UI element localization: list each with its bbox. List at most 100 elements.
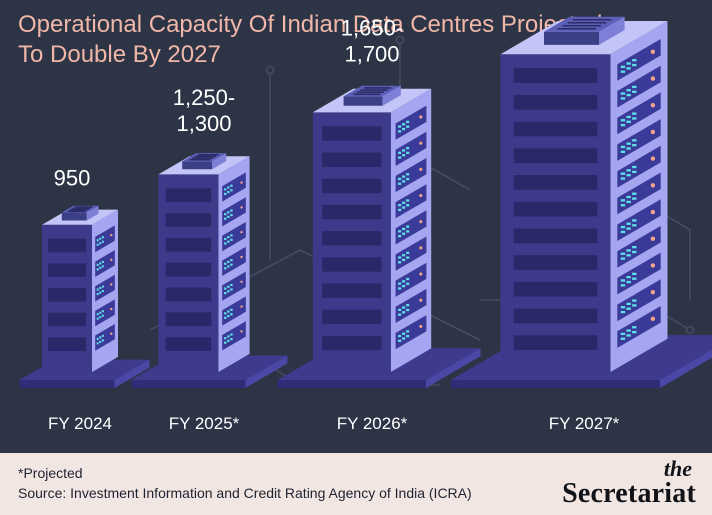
- led-indicator: [402, 254, 406, 257]
- led-indicator: [406, 125, 410, 128]
- led-indicator: [626, 67, 631, 70]
- led-indicator: [99, 311, 102, 314]
- bar-base-side: [425, 348, 481, 388]
- led-indicator: [224, 341, 227, 344]
- led-indicator: [101, 240, 104, 243]
- led-indicator: [230, 209, 233, 212]
- led-indicator: [406, 225, 410, 228]
- led-indicator: [227, 211, 230, 214]
- led-indicator: [398, 130, 402, 133]
- led-indicator: [626, 329, 631, 332]
- rack-slot-front: [513, 148, 598, 164]
- led-indicator: [101, 236, 104, 239]
- led-indicator: [632, 59, 637, 62]
- led-indicator: [632, 165, 637, 169]
- led-indicator: [402, 284, 406, 288]
- led-indicator: [230, 259, 233, 262]
- led-indicator: [406, 199, 410, 202]
- led-indicator: [620, 150, 626, 153]
- led-indicator: [632, 299, 637, 302]
- led-indicator: [620, 65, 626, 68]
- rack-panel-side: [395, 262, 427, 297]
- bar-server-2: 1,250-1,300 FY 2025*: [131, 85, 288, 433]
- led-indicator: [620, 199, 626, 202]
- led-indicator: [227, 310, 230, 313]
- led-indicator: [626, 307, 631, 310]
- chart-panel: Operational Capacity Of Indian Data Cent…: [0, 0, 712, 453]
- led-indicator: [632, 192, 637, 195]
- rack-panel-side: [617, 225, 661, 268]
- vent-front: [61, 212, 87, 221]
- led-indicator: [101, 310, 104, 313]
- title-line-2: To Double By 2027: [18, 41, 221, 68]
- led-indicator: [620, 123, 626, 127]
- led-indicator: [406, 256, 410, 259]
- led-indicator: [626, 195, 631, 199]
- status-dot: [240, 206, 243, 209]
- value-label-2-1: 1,250-: [173, 85, 235, 110]
- category-label-4: FY 2027*: [549, 414, 620, 433]
- brand-logo: the Secretariat: [562, 458, 696, 509]
- vent-side: [382, 85, 401, 106]
- status-dot: [650, 209, 656, 215]
- footer: *Projected Source: Investment Informatio…: [0, 453, 712, 515]
- bar-base-front: [131, 380, 246, 388]
- led-indicator: [402, 201, 406, 204]
- status-dot: [110, 258, 113, 262]
- led-indicator: [632, 112, 637, 115]
- led-indicator: [620, 145, 626, 149]
- status-dot: [419, 272, 423, 276]
- status-dot: [419, 298, 423, 302]
- led-indicator: [96, 268, 99, 271]
- led-indicator: [398, 151, 402, 154]
- led-indicator: [398, 287, 402, 290]
- rack-panel-side: [95, 225, 115, 253]
- led-indicator: [626, 174, 631, 177]
- led-indicator: [230, 288, 233, 291]
- status-dot: [419, 324, 423, 328]
- projected-note: *Projected: [18, 465, 83, 481]
- rack-panel-side: [222, 246, 246, 276]
- status-dot: [650, 316, 656, 322]
- led-indicator: [632, 326, 637, 329]
- rack-panel-side: [395, 131, 427, 166]
- bar-base-front: [451, 380, 660, 388]
- status-dot: [650, 183, 656, 188]
- led-indicator: [227, 335, 230, 338]
- led-indicator: [224, 287, 227, 290]
- rack-panel-side: [617, 199, 661, 241]
- rack-panel-side: [617, 119, 661, 161]
- led-indicator: [96, 337, 99, 340]
- led-indicator: [230, 333, 233, 336]
- led-indicator: [99, 340, 102, 343]
- rack-panel-side: [222, 222, 246, 252]
- rack-panel-side: [395, 315, 427, 350]
- rack-slot-front: [165, 213, 212, 227]
- led-indicator: [99, 286, 102, 290]
- led-indicator: [620, 177, 626, 180]
- rack-panel-side: [395, 288, 427, 323]
- led-indicator: [402, 227, 406, 231]
- rack-panel-side: [95, 299, 115, 327]
- led-indicator: [398, 261, 402, 264]
- led-indicator: [99, 242, 102, 245]
- status-dot: [650, 129, 656, 135]
- led-indicator: [224, 312, 227, 315]
- led-indicator: [96, 239, 99, 242]
- led-indicator: [632, 304, 637, 307]
- rack-slot-front: [513, 201, 598, 217]
- value-label-1-1: 950: [54, 166, 91, 191]
- rack-slot-front: [513, 335, 598, 350]
- led-indicator: [632, 63, 637, 67]
- rack-slot-front: [165, 237, 212, 252]
- led-indicator: [620, 97, 626, 100]
- bar-base-side: [114, 359, 150, 388]
- led-indicator: [230, 313, 233, 316]
- rack-slot-front: [48, 288, 87, 302]
- led-indicator: [224, 262, 227, 265]
- rack-slot-front: [322, 178, 382, 194]
- led-indicator: [96, 243, 99, 246]
- led-indicator: [227, 265, 230, 268]
- led-indicator: [632, 272, 637, 276]
- rack-slot-front: [513, 68, 598, 83]
